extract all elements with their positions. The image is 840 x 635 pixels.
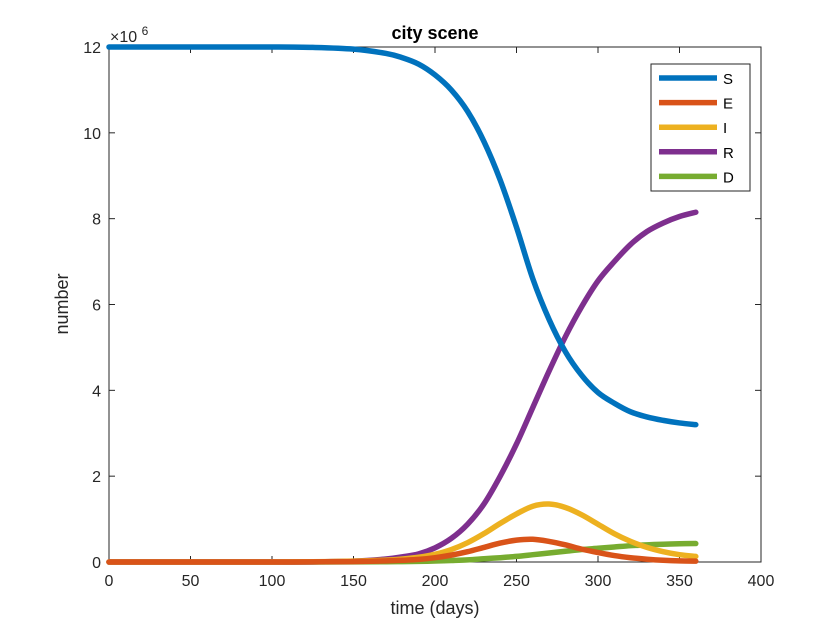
y-tick-label: 10 [83, 126, 101, 143]
x-tick-label: 150 [340, 573, 367, 590]
legend-label-D: D [723, 169, 734, 186]
x-tick-label: 250 [503, 573, 530, 590]
x-tick-label: 50 [182, 573, 200, 590]
axis-ticks: 0 50 100 150 200 250 300 350 400 0 2 4 6 8 10 12 [83, 40, 774, 590]
legend-label-I: I [723, 120, 727, 137]
series-line-S [106, 44, 699, 428]
y-tick-label: 8 [92, 212, 101, 229]
y-axis-label: number [52, 273, 72, 334]
x-tick-label: 400 [748, 573, 775, 590]
y-tick-label: 0 [92, 555, 101, 572]
y-tick-label: 4 [92, 383, 101, 400]
x-tick-label: 350 [666, 573, 693, 590]
x-tick-label: 100 [259, 573, 286, 590]
series-line-E [106, 536, 699, 565]
chart-title: city scene [391, 23, 478, 43]
x-tick-label: 200 [422, 573, 449, 590]
legend-label-E: E [723, 96, 733, 113]
x-axis-label: time (days) [390, 598, 479, 618]
y-axis-multiplier: ×10 6 [110, 24, 149, 46]
y-multiplier-base: ×10 [110, 29, 137, 46]
y-tick-label: 12 [83, 40, 101, 57]
x-tick-label: 300 [585, 573, 612, 590]
svg-text:×10 6: ×10 6 [110, 24, 149, 46]
x-tick-label: 0 [105, 573, 114, 590]
y-multiplier-exponent: 6 [142, 24, 149, 38]
legend-label-R: R [723, 145, 734, 162]
y-tick-label: 2 [92, 469, 101, 486]
y-tick-label: 6 [92, 298, 101, 315]
series-layer [106, 44, 699, 565]
legend-label-S: S [723, 71, 733, 88]
